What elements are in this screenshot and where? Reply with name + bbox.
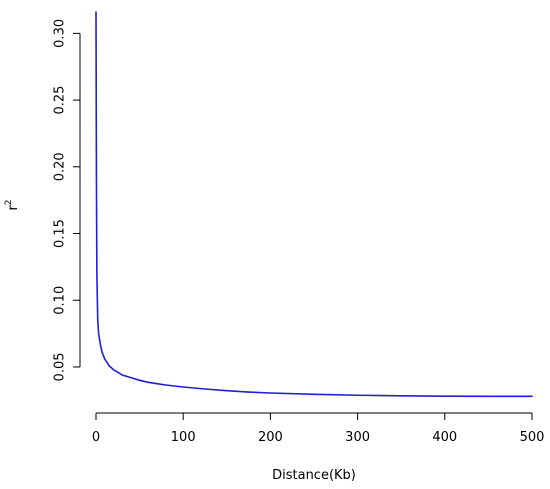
y-axis: 0.05 0.10 0.15 0.20 0.25 0.30: [53, 19, 81, 381]
x-tick-label: 100: [171, 430, 196, 445]
x-tick-label: 500: [520, 430, 545, 445]
x-axis: 0 100 200 300 400 500: [92, 412, 545, 445]
x-tick-label: 400: [432, 430, 457, 445]
x-tick-label: 300: [345, 430, 370, 445]
series-layer: [95, 11, 533, 398]
y-tick-label: 0.20: [53, 152, 68, 181]
y-axis-title-superscript: 2: [4, 199, 14, 205]
x-tick-label: 0: [92, 430, 100, 445]
y-axis-title-base: r: [6, 205, 21, 211]
y-tick-label: 0.10: [53, 286, 68, 315]
y-axis-title: r2: [4, 199, 21, 210]
x-axis-title: Distance(Kb): [272, 468, 356, 483]
x-tick-label: 200: [258, 430, 283, 445]
y-tick-label: 0.25: [53, 86, 68, 115]
ld-decay-line: [95, 11, 533, 398]
y-tick-label: 0.05: [53, 352, 68, 381]
y-tick-label: 0.30: [53, 19, 68, 48]
y-tick-label: 0.15: [53, 219, 68, 248]
